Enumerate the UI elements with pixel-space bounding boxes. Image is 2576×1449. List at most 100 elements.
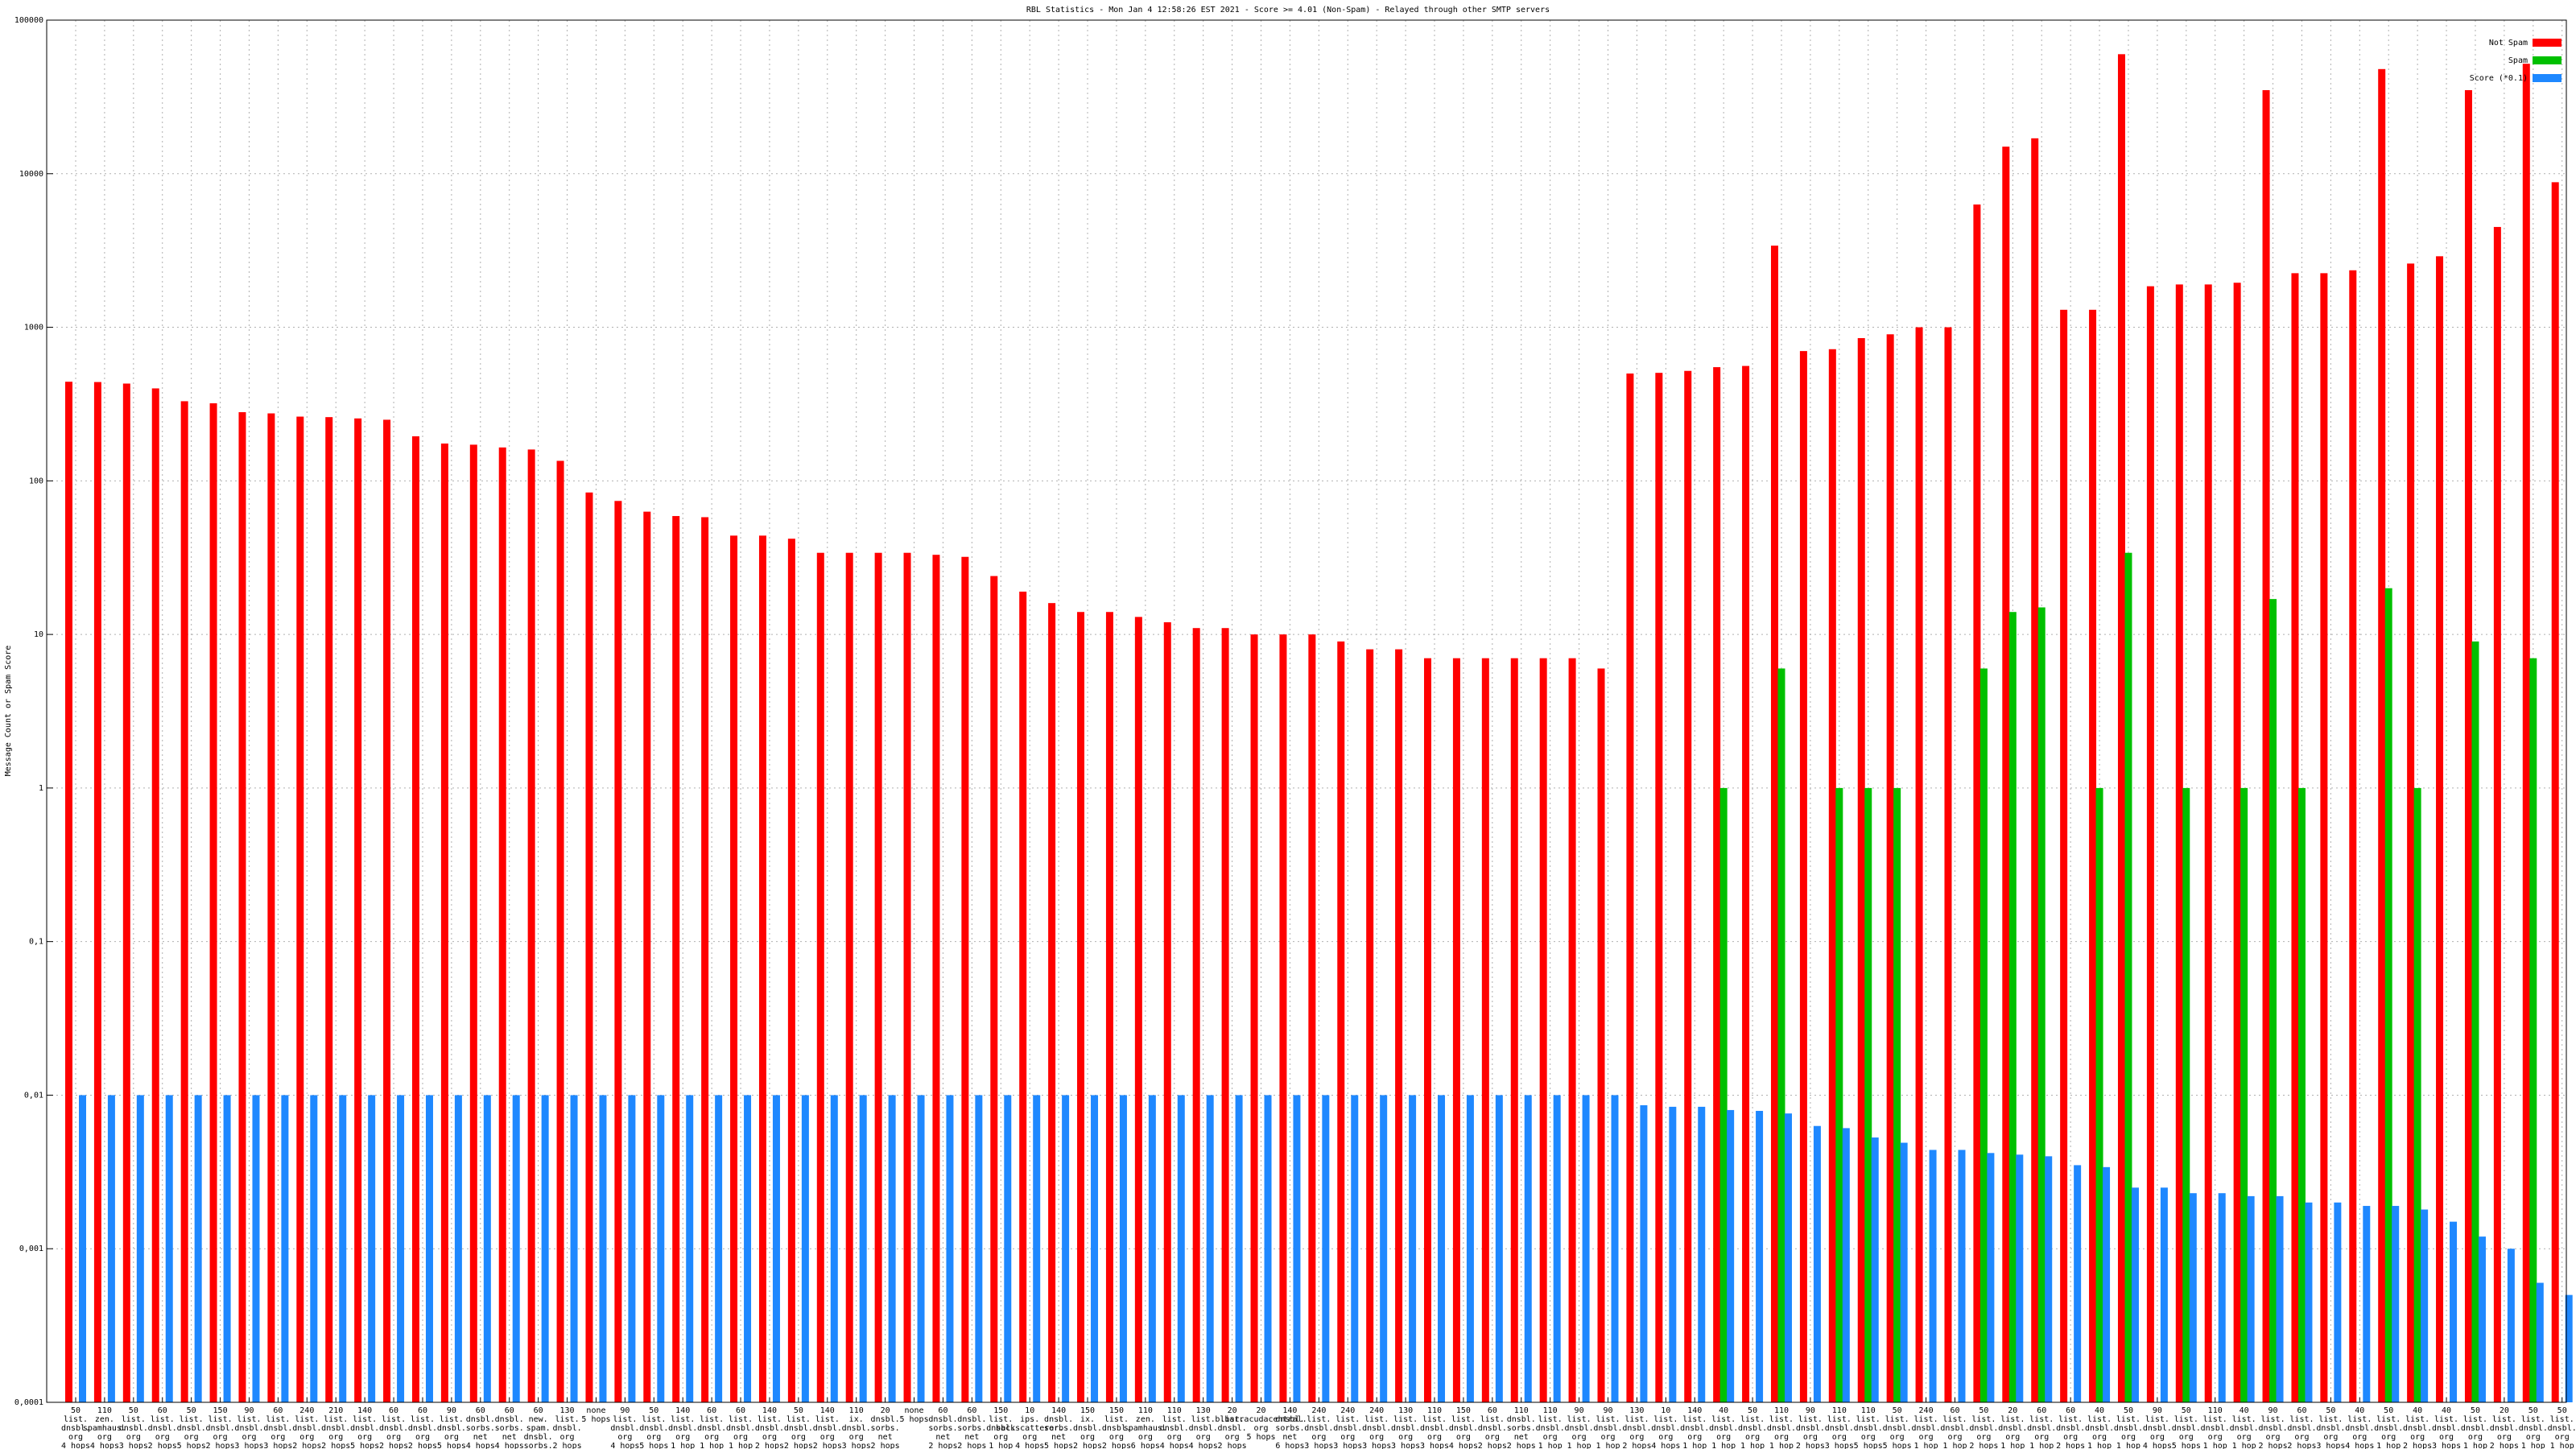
x-tick-label-line: dnsbl. [871, 1415, 900, 1424]
x-tick-label-line: list. [1104, 1415, 1129, 1424]
x-tick-label-line: dnsbl. [2172, 1424, 2201, 1433]
x-tick-label-line: 60 [967, 1406, 976, 1415]
x-tick-label-line: 240 [1311, 1406, 1326, 1415]
x-tick-label-line: sorbs. [495, 1424, 524, 1433]
x-tick-label-line: list. [1162, 1415, 1187, 1424]
x-tick-label: 110 dnsbl. sorbs. net 2 hops [1507, 1406, 1536, 1449]
x-tick-label-line: dnsbl. [1102, 1424, 1131, 1433]
x-tick-label: 90 list. dnsbl. org 4 hops [2143, 1406, 2172, 1449]
x-tick-label-line: 4 hops [61, 1442, 90, 1449]
x-tick-label: 150 list. dnsbl. org 4 hops [1449, 1406, 1478, 1449]
x-tick-label-line: org [2063, 1433, 2078, 1442]
bar [1322, 1095, 1330, 1402]
bar [2095, 787, 2103, 1402]
bar [1091, 1095, 1099, 1402]
x-tick-label-line: list. [1914, 1415, 1938, 1424]
x-tick-label-line: 140 [357, 1406, 372, 1415]
x-tick-label-line: 90 [620, 1406, 630, 1415]
bar [1105, 612, 1113, 1402]
x-tick-label: 40 list. dnsbl. org 3 hops [2432, 1406, 2461, 1449]
x-tick-label: 130 list. dnsbl. org 2 hops [1622, 1406, 1651, 1449]
y-tick-label: 0,1 [29, 938, 43, 947]
x-tick-label-line: 140 [675, 1406, 690, 1415]
x-tick-label: 20 list. dnsbl. org 2 hops [2490, 1406, 2519, 1449]
x-tick-label-line: list. [1567, 1415, 1591, 1424]
x-tick-label-line: dnsbl. [784, 1424, 813, 1433]
x-tick-label: 60 list. dnsbl. org 2 hops [379, 1406, 408, 1449]
x-tick-label-line: 5 hops [581, 1415, 610, 1424]
x-tick-label-line: dnsbl. [610, 1424, 639, 1433]
x-tick-label-line: net [878, 1433, 893, 1442]
x-tick-label-line: org [2237, 1433, 2252, 1442]
bar [1510, 658, 1518, 1402]
x-tick-label: 60 dnsbl. sorbs. net 4 hops [466, 1406, 495, 1449]
bar [2363, 1206, 2371, 1402]
x-tick-label-line: dnsbl. [1275, 1415, 1304, 1424]
x-tick-label-line: list. [1307, 1415, 1331, 1424]
x-tick-label-line: 20 [2008, 1406, 2017, 1415]
x-tick-label: 240 list. dnsbl. org 3 hops [1304, 1406, 1333, 1449]
bar [859, 1095, 867, 1402]
x-tick-label-line: org [1109, 1433, 1124, 1442]
x-tick-label-line: 90 [2153, 1406, 2162, 1415]
bar [325, 417, 333, 1402]
bar [614, 501, 622, 1402]
y-tick-label: 100 [29, 477, 43, 485]
x-tick-label: 50 list. dnsbl. org 5 hops [639, 1406, 668, 1449]
x-tick-label-line: 2 hops [206, 1442, 235, 1449]
x-tick-label-line: 60 [534, 1406, 543, 1415]
bar [2103, 1166, 2111, 1402]
x-tick-label: 140 list. dnsbl. org 2 hops [813, 1406, 842, 1449]
x-tick-label-line: 140 [820, 1406, 835, 1415]
bar [1004, 1095, 1012, 1402]
x-tick-label: 140 dnsbl. sorbs. net 5 hops [1044, 1406, 1073, 1449]
bar [1279, 634, 1287, 1402]
bar [730, 535, 738, 1402]
x-tick-label-line: list. [2058, 1415, 2083, 1424]
bar [1553, 1095, 1561, 1402]
x-tick-label: 60 list. dnsbl. org 2 hops [2056, 1406, 2085, 1449]
x-tick-label-line: 1 hop [1567, 1442, 1591, 1449]
x-tick-label-line: dnsbl. [1969, 1424, 1998, 1433]
x-tick-label-line: org [2468, 1433, 2483, 1442]
x-tick-label-line: dnsbl. [2056, 1424, 2085, 1433]
bar [2124, 552, 2132, 1402]
bar [2464, 89, 2472, 1402]
x-tick-label-line: org [270, 1433, 285, 1442]
bar [2175, 284, 2183, 1403]
x-tick-label-line: 1 hop [2376, 1442, 2401, 1449]
bar [1293, 1095, 1301, 1402]
x-tick-label-line: dnsbl. [1940, 1424, 1969, 1433]
x-tick-label: 150 list. dnsbl. org 2 hops [1102, 1406, 1131, 1449]
x-tick-label-line: dnsbl. [466, 1415, 495, 1424]
y-tick-label: 0,001 [19, 1245, 43, 1253]
x-tick-label-line: list. [2492, 1415, 2516, 1424]
x-tick-label: 60 dnsbl. sorbs. net 2 hops [928, 1406, 957, 1449]
x-tick-label: 20 list. dnsbl. org 1 hop [1998, 1406, 2027, 1449]
legend-swatch [2533, 74, 2562, 82]
x-tick-label-line: ix. [849, 1415, 864, 1424]
bar [1119, 1095, 1127, 1402]
x-tick-label: 110 ix. dnsbl. org 3 hops [842, 1406, 871, 1449]
x-tick-label-line: 150 [993, 1406, 1008, 1415]
x-tick-label-line: 50 [2326, 1406, 2335, 1415]
x-tick-label-line: 3 hops [1304, 1442, 1333, 1449]
x-tick-label-line: org [1167, 1433, 1182, 1442]
x-tick-label-line: sorbs. [957, 1424, 986, 1433]
x-tick-label-line: list. [2116, 1415, 2140, 1424]
x-tick-label-line: dnsbl. [1044, 1415, 1073, 1424]
x-tick-label-line: net [473, 1433, 488, 1442]
x-tick-label-line: dnsbl. [668, 1424, 697, 1433]
bar [1048, 603, 1056, 1402]
x-tick-label-line: 1 hop [989, 1442, 1013, 1449]
x-tick-label-line: 2 hops [552, 1442, 581, 1449]
chart-title: RBL Statistics - Mon Jan 4 12:58:26 EST … [1026, 6, 1550, 14]
x-tick-label-line: org [328, 1433, 343, 1442]
x-tick-label-line: list. [2145, 1415, 2169, 1424]
x-tick-label: 10 list. dnsbl. org 4 hops [1651, 1406, 1680, 1449]
x-tick-label-line: 2 hops [292, 1442, 321, 1449]
x-tick-label-line: dnsbl. [1507, 1415, 1536, 1424]
x-tick-label: 40 list. dnsbl. org 1 hop [2085, 1406, 2114, 1449]
x-tick-label-line: 4 hops [1189, 1442, 1218, 1449]
